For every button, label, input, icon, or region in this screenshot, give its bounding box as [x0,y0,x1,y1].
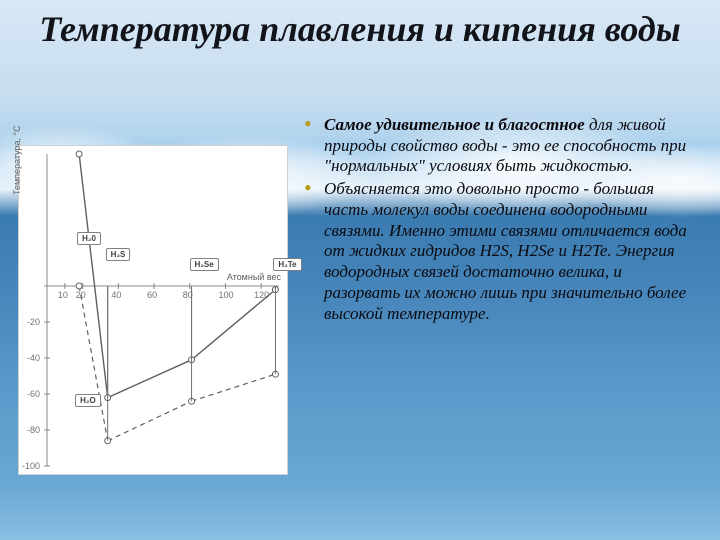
x-tick: 100 [218,290,233,300]
chart-box: 10 20 40 60 80 100 120 -20 -40 -60 -80 -100 Атомный … [18,145,288,475]
page-title: Температура плавления и кипения воды [0,0,720,50]
molecule-label: H₂Te [273,258,301,271]
y-axis-label: Температура, °С [12,125,22,195]
molecule-label: H₂O [75,394,101,407]
molecule-label: H₂0 [77,232,101,245]
bullet-rest: Объясняется это довольно просто - больша… [324,179,687,322]
y-tick: -100 [22,461,40,471]
x-axis-label: Атомный вес [227,272,281,282]
y-tick: -20 [27,317,40,327]
molecule-label: H₂Se [190,258,219,271]
bullet-text: Самое удивительное и благостное для живо… [288,115,702,530]
content-row: 10 20 40 60 80 100 120 -20 -40 -60 -80 -100 Атомный … [0,115,720,540]
molecule-label: H₂S [106,248,131,261]
bullet-item: Самое удивительное и благостное для живо… [304,115,696,177]
x-tick: 20 [76,290,86,300]
x-tick: 80 [183,290,193,300]
y-tick: -40 [27,353,40,363]
bullet-lead: Самое удивительное и благостное [324,115,585,134]
x-tick: 40 [111,290,121,300]
chart-svg [19,146,289,476]
y-tick: -80 [27,425,40,435]
chart-container: 10 20 40 60 80 100 120 -20 -40 -60 -80 -100 Атомный … [18,145,288,530]
x-tick: 10 [58,290,68,300]
x-tick: 60 [147,290,157,300]
x-tick: 120 [254,290,269,300]
bullet-item: Объясняется это довольно просто - больша… [304,179,696,324]
y-tick: -60 [27,389,40,399]
